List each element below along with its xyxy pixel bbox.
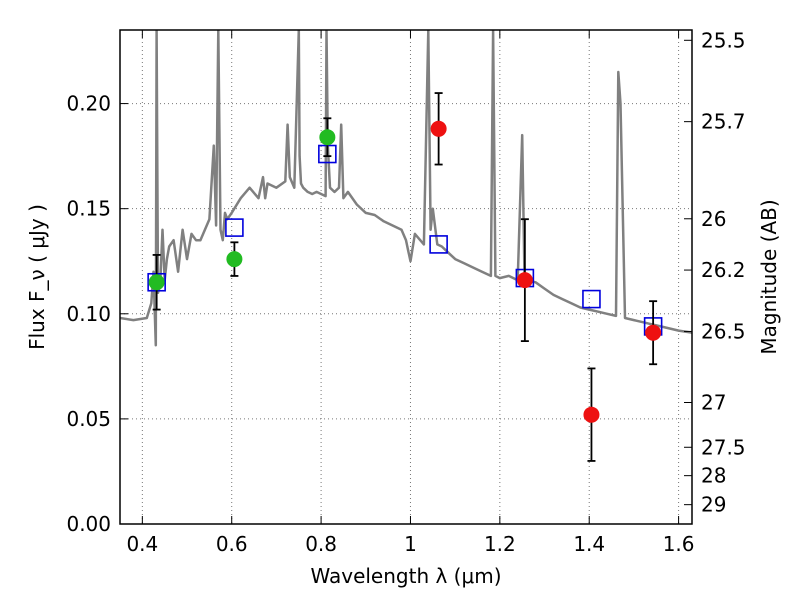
model-square-marker — [225, 218, 244, 237]
x-tick-label: 0.8 — [305, 532, 337, 556]
green-data-point — [319, 129, 336, 146]
spectrum-line — [120, 30, 692, 347]
y-tick-label: 0.10 — [66, 302, 111, 326]
y2-tick-label: 25.5 — [701, 28, 746, 52]
y2-axis-label: Magnitude (AB) — [757, 199, 781, 354]
y-tick-label: 0.05 — [66, 407, 111, 431]
red-data-point — [583, 406, 600, 423]
plot-frame — [119, 29, 693, 525]
y2-tick-label: 26.5 — [701, 319, 746, 343]
red-data-point — [516, 272, 533, 289]
green-data-point — [148, 274, 165, 291]
y2-tick-label: 26 — [701, 207, 726, 231]
x-axis-label: Wavelength λ (μm) — [310, 564, 501, 588]
y-axis-label: Flux F_ν ( μJy ) — [25, 204, 49, 350]
x-tick-label: 0.6 — [216, 532, 248, 556]
y2-tick-label: 27.5 — [701, 435, 746, 459]
y-tick-label: 0.15 — [66, 197, 111, 221]
model-square-marker — [582, 289, 601, 309]
model-square-marker — [429, 235, 448, 254]
green-data-point — [226, 251, 243, 268]
x-tick-label: 0.4 — [126, 532, 158, 556]
y2-tick-label: 28 — [701, 464, 726, 488]
y-tick-label: 0.20 — [66, 92, 111, 116]
x-tick-label: 1.4 — [573, 532, 605, 556]
x-tick-label: 1 — [404, 532, 417, 556]
grid — [120, 30, 692, 525]
y2-tick-label: 29 — [701, 493, 726, 517]
ticks: 0.4 0.6 0.8 1 1.2 1.4 1.6 0.00 0.05 0.10 0.15 0.20 2… — [66, 28, 745, 556]
x-tick-label: 1.2 — [484, 532, 516, 556]
plot-area — [120, 30, 692, 462]
y2-tick-label: 25.7 — [701, 110, 746, 134]
x-tick-label: 1.6 — [663, 532, 695, 556]
red-data-point — [430, 120, 447, 137]
y-tick-label: 0.00 — [66, 512, 111, 536]
y2-tick-label: 27 — [701, 390, 726, 414]
red-data-point — [645, 324, 662, 341]
y2-tick-label: 26.2 — [701, 258, 746, 282]
